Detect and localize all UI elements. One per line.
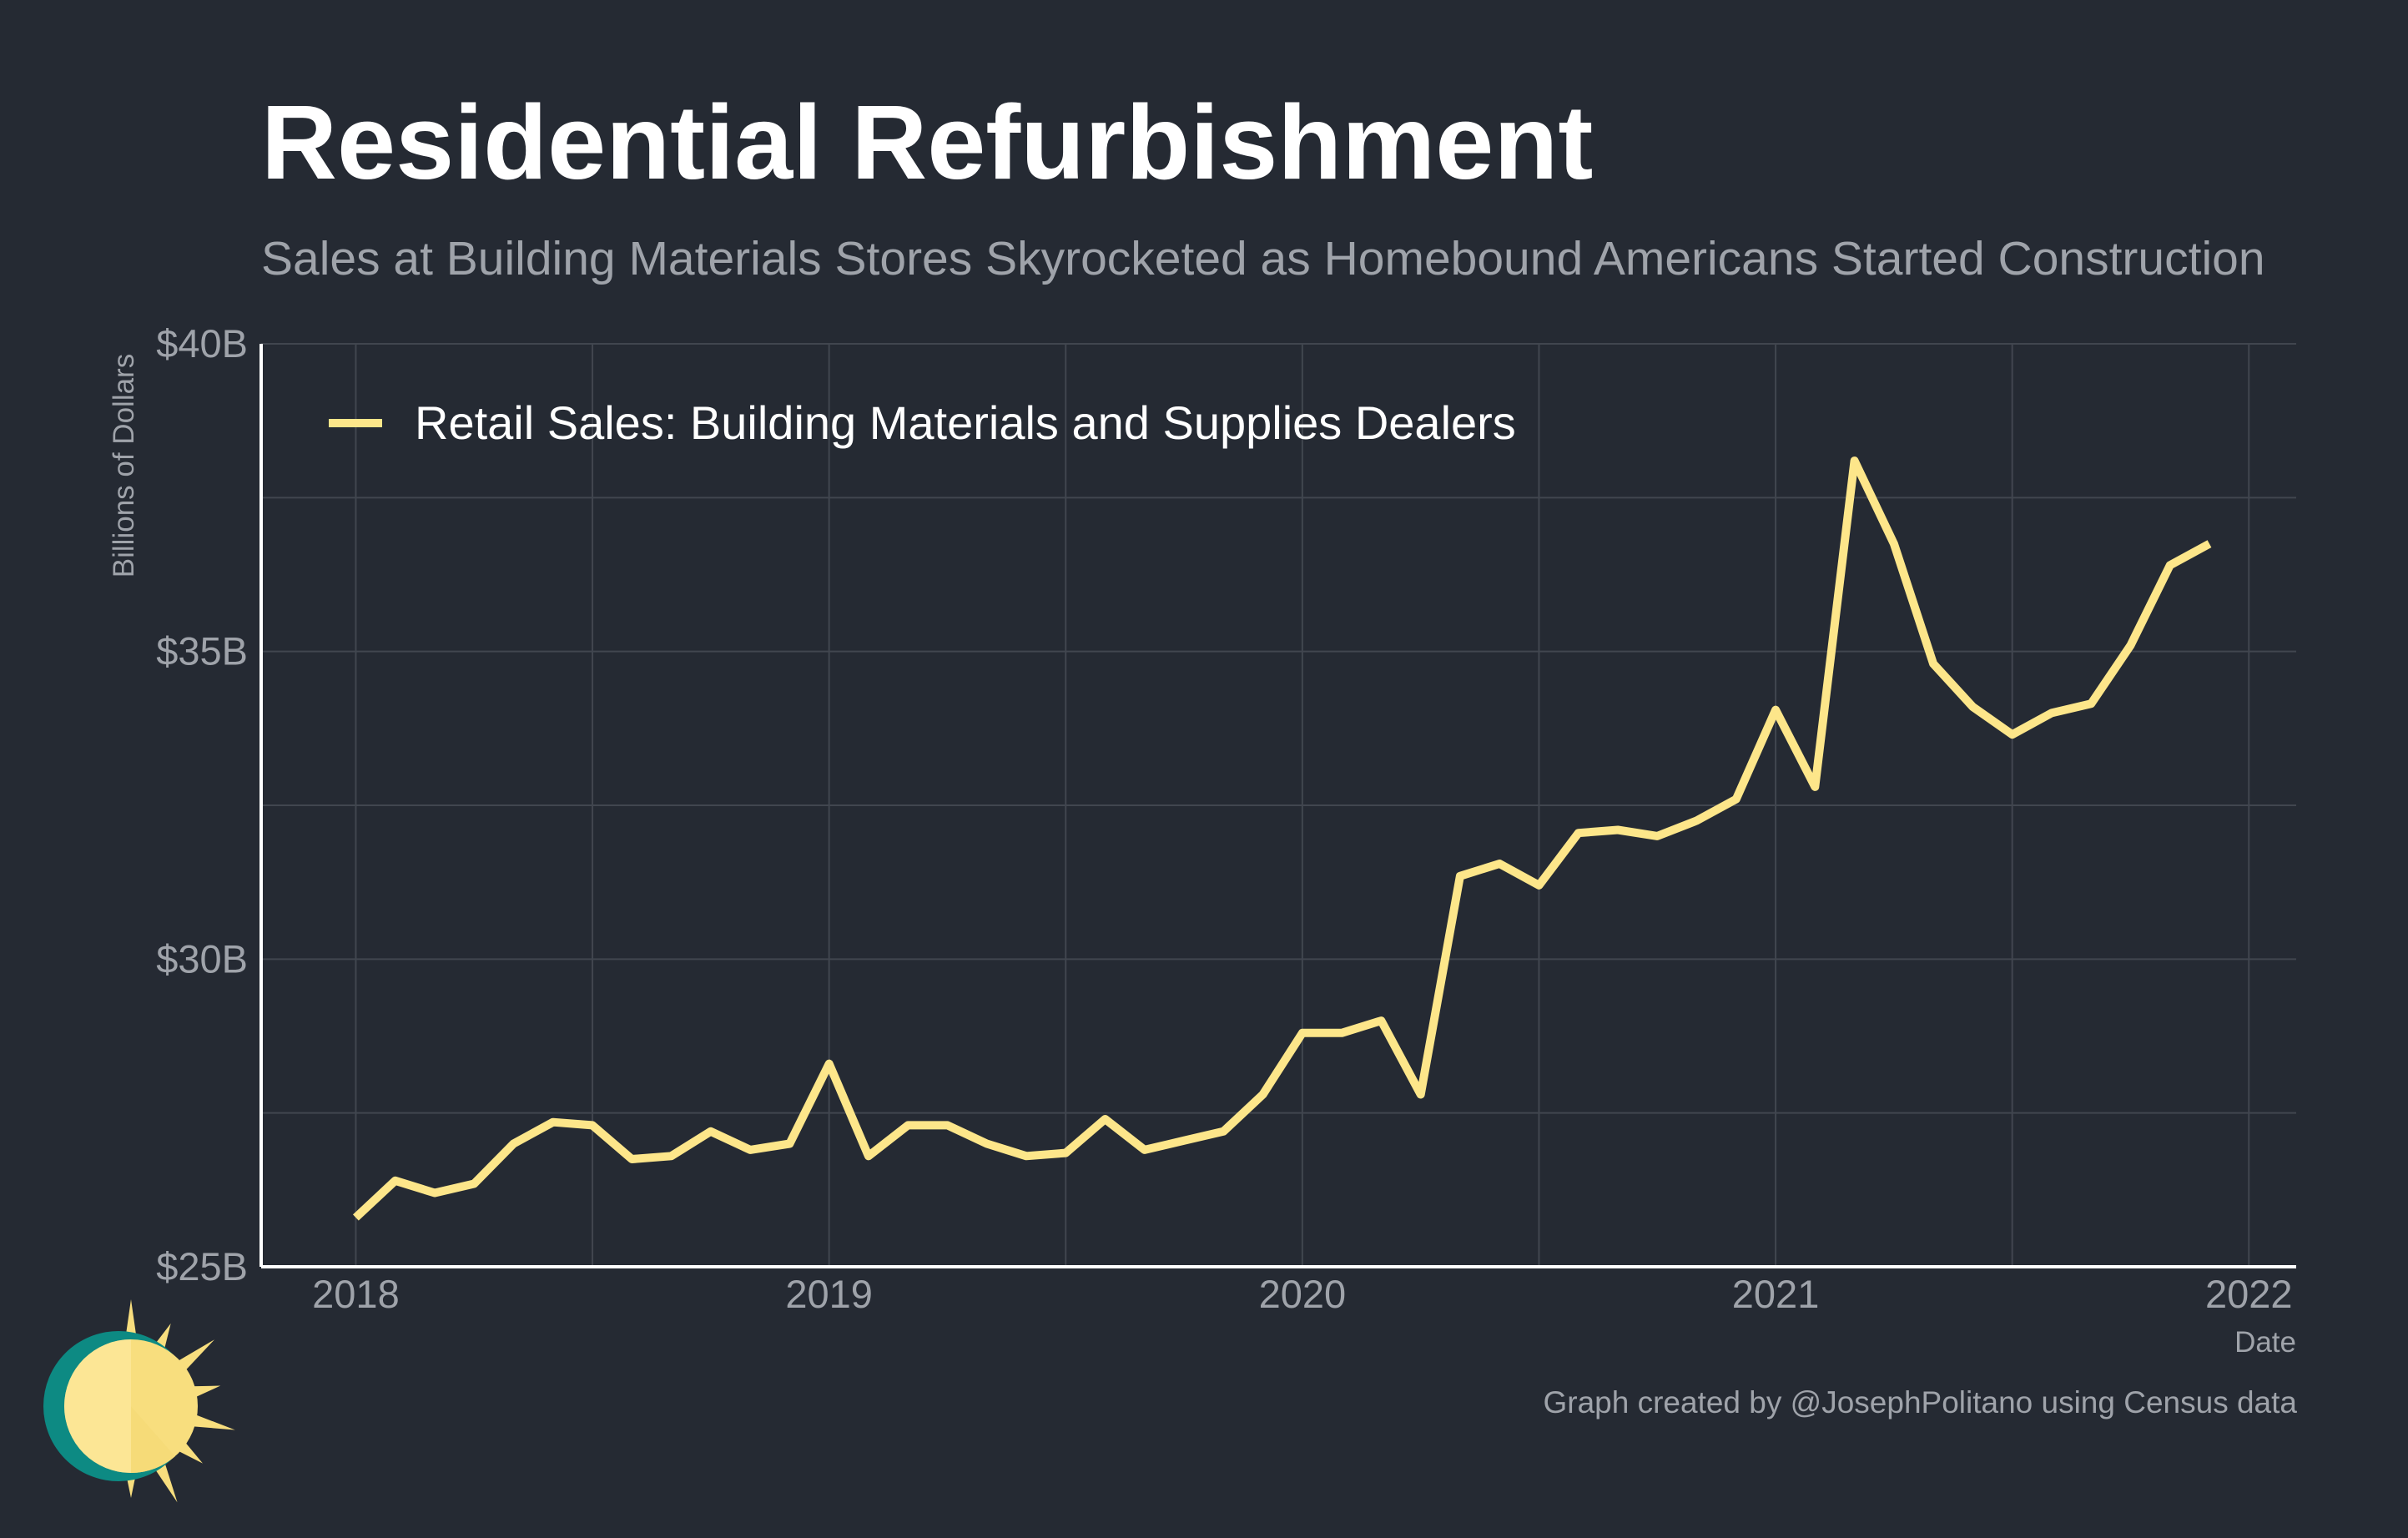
y-tick-labels: $25B $30B $35B $40B <box>156 321 248 1288</box>
legend: Retail Sales: Building Materials and Sup… <box>329 396 1516 449</box>
y-tick-label: $30B <box>156 936 248 981</box>
sun-ray <box>185 1412 235 1430</box>
x-tick-label: 2020 <box>1259 1272 1347 1316</box>
source-caption: Graph created by @JosephPolitano using C… <box>1543 1385 2297 1419</box>
x-tick-label: 2022 <box>2205 1272 2293 1316</box>
x-axis-label: Date <box>2234 1326 2296 1359</box>
y-tick-label: $25B <box>156 1244 248 1288</box>
x-tick-labels: 2018 2019 2020 2021 2022 <box>312 1272 2292 1316</box>
x-tick-label: 2021 <box>1732 1272 1820 1316</box>
logo-sun-shadow <box>131 1406 175 1473</box>
y-tick-label: $35B <box>156 629 248 673</box>
series-line <box>352 456 2212 1221</box>
series-lines <box>352 456 2212 1221</box>
sun-logo-icon <box>43 1299 235 1503</box>
legend-label: Retail Sales: Building Materials and Sup… <box>415 396 1516 449</box>
y-axis-label: Billions of Dollars <box>108 354 140 577</box>
chart-title: Residential Refurbishment <box>261 83 1594 201</box>
chart-subtitle: Sales at Building Materials Stores Skyro… <box>261 232 2265 285</box>
grid-lines <box>261 343 2296 1268</box>
y-tick-label: $40B <box>156 321 248 366</box>
x-tick-label: 2018 <box>312 1272 400 1316</box>
axes <box>259 344 2296 1268</box>
x-tick-label: 2019 <box>785 1272 873 1316</box>
